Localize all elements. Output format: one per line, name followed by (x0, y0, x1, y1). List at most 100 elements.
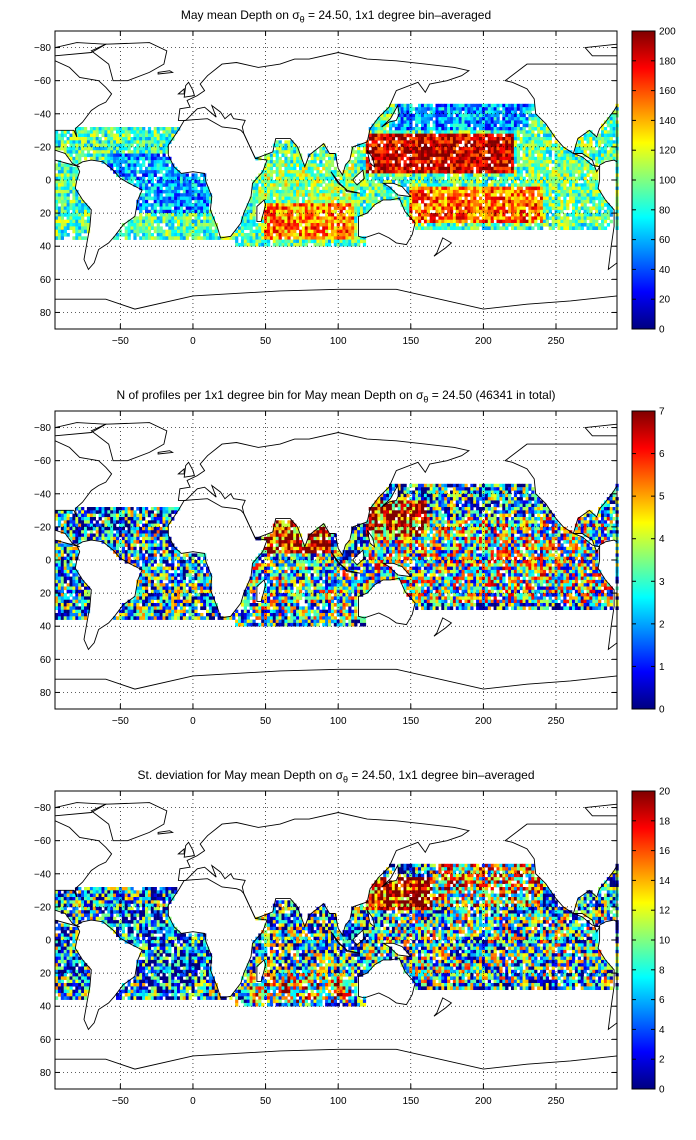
data-cell (435, 146, 439, 151)
data-cell (362, 143, 367, 148)
data-cell (548, 160, 552, 164)
data-cell (139, 130, 143, 134)
data-cell (60, 229, 64, 234)
data-cell (577, 160, 581, 164)
data-cell (522, 117, 526, 121)
data-cell (116, 166, 120, 171)
data-cell (574, 146, 579, 151)
x-tick-label: −50 (112, 336, 129, 347)
data-cell (98, 127, 102, 131)
data-cell (150, 146, 154, 151)
data-cell (450, 156, 454, 161)
data-cell (423, 160, 428, 164)
data-cell (499, 206, 503, 211)
data-cell (400, 137, 404, 141)
data-cell (563, 226, 567, 231)
data-cell (409, 123, 413, 128)
data-cell (569, 226, 573, 231)
data-cell (188, 226, 192, 231)
data-cell (171, 183, 175, 187)
data-cell (328, 176, 332, 181)
data-cell (365, 156, 369, 161)
data-cell (162, 196, 166, 201)
data-cell (499, 180, 503, 184)
data-cell (531, 216, 535, 221)
data-cell (86, 216, 91, 221)
data-cell (162, 146, 166, 151)
data-cell (162, 133, 166, 138)
data-cell (319, 150, 323, 154)
data-cell (499, 186, 503, 191)
data-cell (168, 160, 172, 164)
data-cell (194, 236, 198, 240)
data-cell (374, 176, 378, 181)
data-cell (249, 223, 253, 227)
data-cell (464, 213, 468, 217)
data-cell (275, 206, 279, 211)
data-cell (421, 103, 425, 108)
data-cell (484, 160, 489, 164)
data-cell (310, 166, 314, 171)
data-cell (493, 146, 497, 151)
data-cell (429, 110, 433, 115)
data-cell (522, 166, 526, 171)
data-cell (528, 176, 532, 181)
data-cell (432, 127, 436, 131)
data-cell (351, 199, 355, 204)
data-cell (534, 156, 538, 161)
data-cell (511, 196, 515, 201)
data-cell (139, 193, 143, 197)
data-cell (403, 120, 407, 125)
data-cell (325, 176, 329, 181)
data-cell (78, 216, 82, 221)
data-cell (153, 130, 157, 134)
data-cell (441, 110, 445, 115)
data-cell (606, 137, 610, 141)
data-cell (452, 133, 457, 138)
data-cell (502, 103, 506, 108)
data-cell (595, 189, 599, 194)
data-cell (606, 209, 610, 214)
data-cell (380, 137, 384, 141)
data-cell (400, 153, 404, 158)
data-cell (473, 163, 477, 168)
data-cell (75, 160, 79, 164)
data-cell (267, 236, 271, 240)
data-cell (133, 216, 137, 221)
data-cell (574, 216, 579, 221)
data-cell (145, 133, 149, 138)
data-cell (545, 150, 549, 154)
data-cell (171, 236, 175, 240)
data-cell (264, 236, 268, 240)
data-cell (168, 213, 172, 217)
data-cell (255, 183, 259, 187)
data-cell (246, 219, 250, 224)
data-cell (127, 156, 131, 161)
data-cell (516, 196, 520, 201)
data-cell (354, 213, 358, 217)
data-cell (159, 170, 163, 174)
data-cell (423, 206, 428, 211)
data-cell (574, 189, 579, 194)
data-cell (307, 170, 311, 174)
data-cell (75, 140, 79, 144)
data-cell (606, 117, 610, 121)
data-cell (339, 216, 343, 221)
data-cell (441, 183, 445, 187)
data-cell (86, 153, 91, 158)
data-cell (496, 226, 500, 231)
data-cell (113, 127, 117, 131)
data-cell (394, 130, 398, 134)
data-cell (72, 183, 76, 187)
data-cell (534, 219, 538, 224)
data-cell (572, 206, 576, 211)
data-cell (418, 213, 422, 217)
data-cell (525, 137, 529, 141)
data-cell (554, 146, 558, 151)
data-cell (278, 236, 282, 240)
data-cell (455, 173, 459, 178)
data-cell (513, 223, 518, 227)
data-cell (505, 189, 509, 194)
data-cell (415, 216, 419, 221)
data-cell (374, 123, 378, 128)
